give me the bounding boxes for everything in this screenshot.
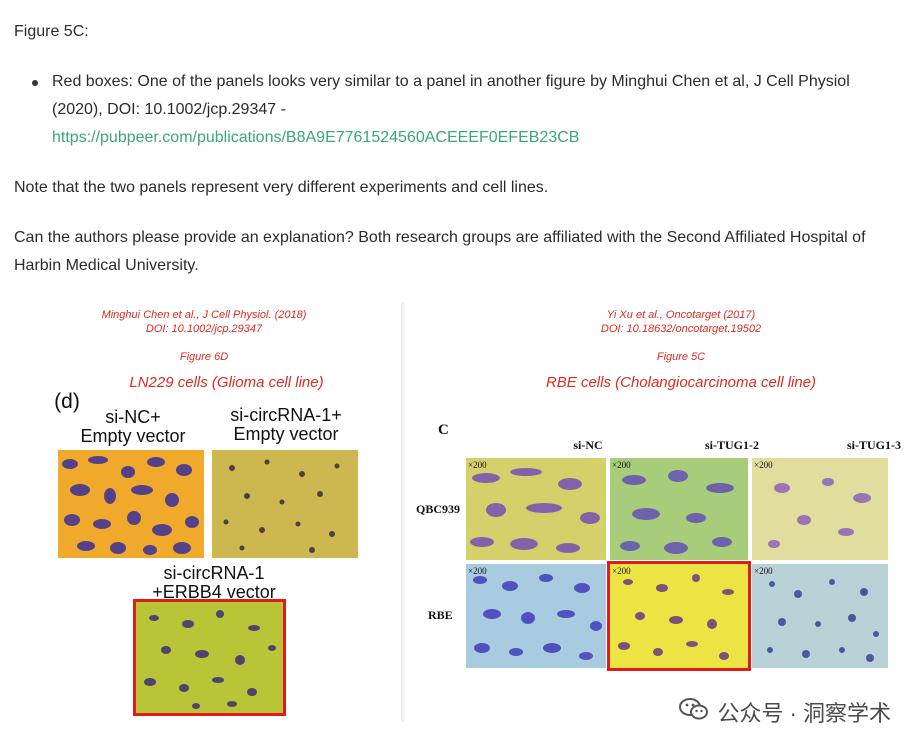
- col-label-si-tug1-3: si-TUG1-3: [847, 438, 901, 452]
- micrograph-cells: [473, 574, 602, 660]
- left-figure-ref: Figure 6D: [179, 351, 229, 363]
- micrograph-rbe-si-tug1-3: ×200: [752, 564, 888, 668]
- micrograph-rbe-si-nc: ×200: [466, 564, 606, 668]
- left-panel-letter: (d): [54, 390, 80, 413]
- micrograph-qbc939-si-nc: ×200: [466, 458, 606, 560]
- right-panel-letter: C: [438, 422, 449, 438]
- micrograph-si-nc-empty: [58, 450, 204, 558]
- red-highlight-box-right: [607, 561, 751, 671]
- micrograph-si-circrna-erbb4: [136, 602, 283, 713]
- magnification-label: ×200: [612, 460, 631, 470]
- left-citation-line1: Minghui Chen et al., J Cell Physiol. (20…: [101, 309, 307, 321]
- bullet-text: Red boxes: One of the panels looks very …: [52, 73, 850, 118]
- micrograph-cells: [620, 470, 734, 554]
- label-si-circrna-erbb4: si-circRNA-1 +ERBB4 vector: [152, 563, 276, 602]
- right-panel: Yi Xu et al., Oncotarget (2017) DOI: 10.…: [406, 302, 901, 722]
- micrograph-cells: [767, 579, 879, 662]
- watermark-text: 公众号 · 洞察学术: [717, 701, 891, 726]
- left-panel: Minghui Chen et al., J Cell Physiol. (20…: [54, 302, 401, 722]
- row-label-qbc939: QBC939: [416, 502, 461, 516]
- right-citation-line1: Yi Xu et al., Oncotarget (2017): [606, 309, 756, 321]
- magnification-label: ×200: [468, 566, 487, 576]
- right-cell-line: RBE cells (Cholangiocarcinoma cell line): [545, 374, 817, 391]
- micrograph-si-circrna-empty: [212, 450, 358, 558]
- question-paragraph: Can the authors please provide an explan…: [14, 229, 866, 274]
- micrograph-cells: [223, 459, 340, 553]
- figure-heading: Figure 5C:: [14, 23, 89, 40]
- watermark: 公众号 · 洞察学术: [679, 696, 891, 728]
- label-si-circrna-empty: si-circRNA-1+ Empty vector: [230, 405, 342, 444]
- magnification-label: ×200: [754, 566, 773, 576]
- wechat-icon: [679, 696, 709, 728]
- comparison-figure: Minghui Chen et al., J Cell Physiol. (20…: [54, 302, 901, 722]
- note-paragraph: Note that the two panels represent very …: [14, 179, 549, 196]
- magnification-label: ×200: [754, 460, 773, 470]
- bullet-dot: [32, 80, 38, 86]
- magnification-label: ×200: [468, 460, 487, 470]
- pubpeer-link[interactable]: https://pubpeer.com/publications/B8A9E77…: [52, 129, 580, 146]
- micrograph-cells: [618, 574, 734, 660]
- micrograph-qbc939-si-tug1-2: ×200: [610, 458, 748, 560]
- col-label-si-nc: si-NC: [573, 438, 603, 452]
- micrograph-cells: [144, 610, 276, 709]
- label-si-nc-empty: si-NC+ Empty vector: [80, 407, 186, 446]
- left-citation-line2: DOI: 10.1002/jcp.29347: [145, 323, 263, 335]
- magnification-label: ×200: [612, 566, 631, 576]
- micrograph-cells: [470, 468, 600, 553]
- micrograph-rbe-si-tug1-2: ×200: [610, 564, 748, 668]
- row-label-rbe: RBE: [428, 608, 453, 622]
- micrograph-cells: [62, 456, 199, 555]
- bullet-item: Red boxes: One of the panels looks very …: [52, 68, 892, 152]
- col-label-si-tug1-2: si-TUG1-2: [705, 438, 759, 452]
- right-citation-line2: DOI: 10.18632/oncotarget.19502: [600, 323, 762, 335]
- left-cell-line: LN229 cells (Glioma cell line): [129, 374, 324, 391]
- red-highlight-box-left: [133, 599, 286, 716]
- micrograph-cells: [768, 478, 871, 548]
- micrograph-qbc939-si-tug1-3: ×200: [752, 458, 888, 560]
- right-figure-ref: Figure 5C: [656, 351, 706, 363]
- panel-divider: [401, 302, 406, 722]
